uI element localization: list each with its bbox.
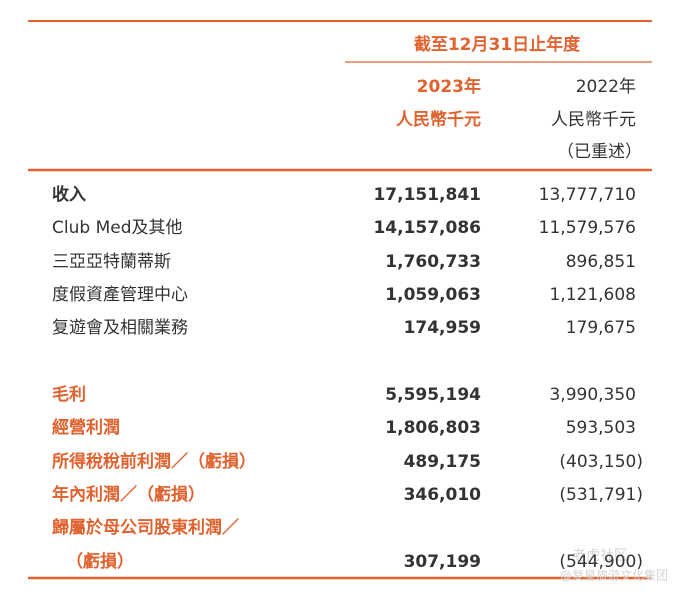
row-label: 毛利 (52, 384, 86, 405)
cell-value: 174,959 (404, 318, 481, 338)
row-label: 三亞亞特蘭蒂斯 (52, 252, 171, 272)
row-label: 度假資產管理中心 (52, 285, 188, 305)
row-label: Club Med及其他 (52, 218, 182, 238)
column-note: （已重述） (557, 142, 642, 162)
cell-value: 3,990,350 (549, 385, 636, 405)
row-label: （虧損） (66, 551, 134, 572)
cell-value: 346,010 (404, 485, 482, 505)
column-unit: 人民幣千元 (396, 109, 481, 130)
cell-value: 1,806,803 (385, 418, 481, 438)
cell-value: 1,059,063 (385, 285, 481, 305)
period-header: 截至12月31日止年度 (414, 34, 581, 55)
cell-value: (403,150) (559, 452, 643, 472)
cell-value: 14,157,086 (373, 218, 481, 238)
cell-value: 5,595,194 (385, 385, 481, 405)
watermark: 老虎社区 (572, 548, 628, 564)
row-label: 复遊會及相關業務 (52, 318, 188, 338)
cell-value: (531,791) (559, 485, 643, 505)
column-year: 2023年 (417, 76, 481, 97)
cell-value: 1,121,608 (549, 285, 636, 305)
cell-value: 307,199 (404, 552, 481, 572)
cell-value: 593,503 (566, 418, 636, 438)
row-label: 所得稅稅前利潤／（虧損） (52, 451, 256, 472)
cell-value: 17,151,841 (373, 185, 481, 205)
row-label: 年內利潤／（虧損） (52, 484, 205, 505)
cell-value: 11,579,576 (539, 218, 636, 238)
row-label: 經營利潤 (52, 417, 120, 438)
row-label: 歸屬於母公司股東利潤／ (52, 517, 239, 538)
cell-value: (544,900) (559, 552, 643, 572)
column-unit: 人民幣千元 (551, 110, 636, 130)
cell-value: 1,760,733 (385, 252, 481, 272)
cell-value: 489,175 (404, 452, 481, 472)
cell-value: 896,851 (566, 252, 636, 272)
column-year: 2022年 (576, 77, 636, 97)
watermark: @复星旅游文化集团 (560, 568, 668, 583)
cell-value: 179,675 (566, 318, 636, 338)
cell-value: 13,777,710 (539, 185, 636, 205)
row-label: 收入 (52, 184, 86, 205)
